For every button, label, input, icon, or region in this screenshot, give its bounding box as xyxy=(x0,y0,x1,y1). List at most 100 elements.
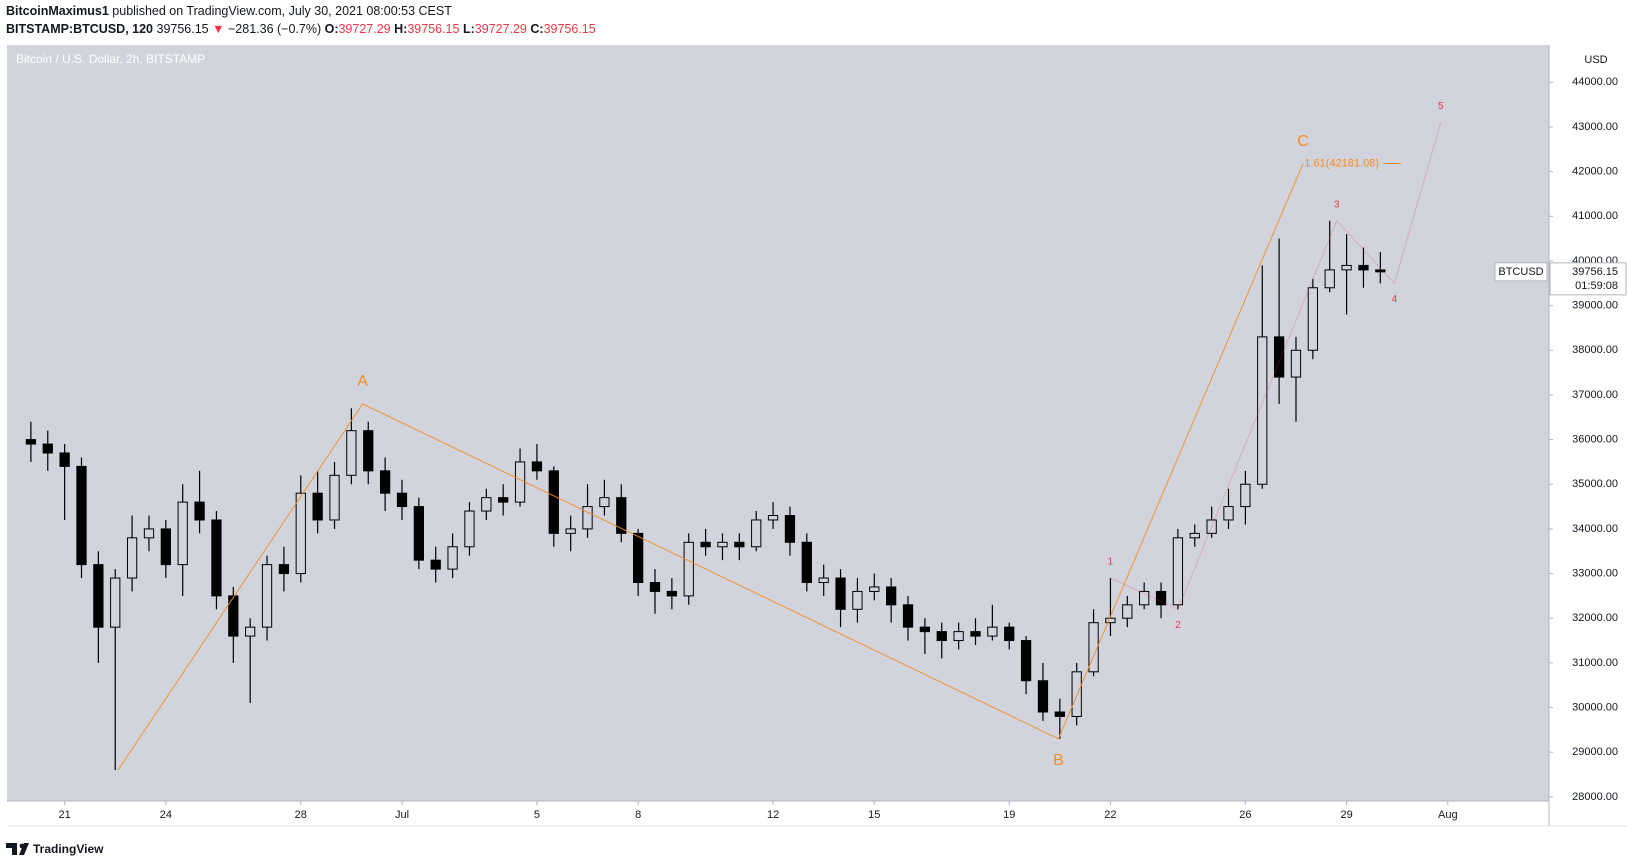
candle-body xyxy=(599,497,610,508)
candle-body xyxy=(93,564,104,628)
wave-label: 4 xyxy=(1392,294,1398,305)
candle-body xyxy=(784,515,796,543)
candle-body xyxy=(143,528,155,539)
candle-body xyxy=(1172,537,1184,606)
candle-body xyxy=(126,537,138,579)
candle-body xyxy=(632,532,644,583)
x-tick-label: 21 xyxy=(59,809,71,821)
candle-body xyxy=(514,461,526,503)
candle-body xyxy=(717,541,728,548)
arrow: ▼ xyxy=(212,22,224,36)
candle-body xyxy=(329,474,340,521)
candle-body xyxy=(42,443,53,454)
candle-body xyxy=(1307,287,1318,351)
x-tick-label: 12 xyxy=(767,809,779,821)
wave-line xyxy=(117,163,1304,771)
ohlc-key: L: xyxy=(463,22,475,36)
y-tick-label: 33000.00 xyxy=(1572,567,1618,579)
candle-body xyxy=(481,497,492,512)
x-tick-label: Aug xyxy=(1438,809,1458,821)
wave-label: 5 xyxy=(1438,101,1444,112)
candle-body xyxy=(565,528,576,534)
x-tick-label: 15 xyxy=(868,809,880,821)
candle-body xyxy=(616,497,627,534)
candle-body xyxy=(278,564,290,575)
candle-body xyxy=(1223,506,1234,521)
candle-body xyxy=(396,492,408,508)
x-tick-label: 24 xyxy=(160,809,172,821)
x-tick-label: Jul xyxy=(395,809,409,821)
ohlc-key: H: xyxy=(394,22,407,36)
ohlc-value: 39727.29 xyxy=(475,22,527,36)
candle-body xyxy=(1004,626,1015,642)
last-price: 39756.15 xyxy=(1572,266,1618,278)
plot-area xyxy=(7,45,1549,801)
last-price-box xyxy=(1549,262,1627,296)
candle-body xyxy=(767,515,779,521)
footer-logo: TradingView xyxy=(6,842,104,856)
candle-body xyxy=(245,626,256,637)
ohlc-value: 39756.15 xyxy=(544,22,596,36)
candle-body xyxy=(1206,519,1217,534)
x-tick-label: 29 xyxy=(1340,809,1352,821)
symbol-line: BITSTAMP:BTCUSD, 120 39756.15 ▼ −281.36 … xyxy=(6,22,596,36)
ohlc-value: 39727.29 xyxy=(338,22,390,36)
candle-body xyxy=(228,595,239,637)
author-line: BitcoinMaximus1 published on TradingView… xyxy=(6,4,452,18)
candle-body xyxy=(25,439,37,445)
ohlc-value: 39756.15 xyxy=(407,22,459,36)
candle-body xyxy=(346,430,357,476)
y-tick-label: 35000.00 xyxy=(1572,478,1618,490)
author: BitcoinMaximus1 xyxy=(6,4,109,18)
candle-body xyxy=(1155,590,1167,606)
candle-body xyxy=(666,590,678,597)
logo-dot xyxy=(19,843,25,849)
candle-body xyxy=(59,452,70,467)
x-tick-label: 5 xyxy=(534,809,540,821)
candle-body xyxy=(818,577,829,583)
candle-body xyxy=(177,501,188,566)
y-tick-label: 43000.00 xyxy=(1572,121,1618,133)
y-tick-label: 32000.00 xyxy=(1572,612,1618,624)
candle-body xyxy=(1122,604,1133,619)
candle-body xyxy=(1375,269,1386,273)
candle-body xyxy=(194,501,205,521)
candle-body xyxy=(683,541,694,597)
candle-body xyxy=(1139,590,1150,606)
candle-body xyxy=(700,541,711,548)
candle-body xyxy=(447,546,458,570)
symbol: BITSTAMP:BTCUSD, 120 xyxy=(6,22,153,36)
candle-body xyxy=(919,626,931,633)
candle-body xyxy=(1054,711,1065,717)
change: −281.36 (−0.7%) xyxy=(228,22,321,36)
candle-body xyxy=(211,519,222,597)
ohlc-key: O: xyxy=(325,22,339,36)
candle-body xyxy=(1088,622,1099,673)
candle-body xyxy=(1105,617,1116,624)
countdown: 01:59:08 xyxy=(1575,280,1618,292)
x-tick-label: 22 xyxy=(1104,809,1116,821)
wave-label: 1 xyxy=(1108,557,1114,568)
wave-label: 2 xyxy=(1175,620,1181,631)
wave-label: B xyxy=(1053,752,1064,769)
candle-body xyxy=(110,577,121,628)
candle-body xyxy=(987,626,998,637)
candle-body xyxy=(312,492,323,521)
published: published on TradingView.com, July 30, 2… xyxy=(112,4,452,18)
candle-body xyxy=(1341,264,1352,271)
candle-body xyxy=(801,541,812,583)
candle-body xyxy=(1257,336,1268,485)
candle-body xyxy=(76,465,87,566)
wave-label: C xyxy=(1297,133,1309,150)
candle-body xyxy=(582,506,593,530)
y-tick-label: 39000.00 xyxy=(1572,300,1618,312)
candle-body xyxy=(413,506,424,561)
x-tick-label: 26 xyxy=(1239,809,1251,821)
candle-body xyxy=(936,631,947,642)
y-tick-label: 44000.00 xyxy=(1572,76,1618,88)
axis-unit: USD xyxy=(1584,54,1607,66)
y-tick-label: 28000.00 xyxy=(1572,791,1618,803)
wave-line xyxy=(1110,122,1442,610)
symbol-tag-box xyxy=(1494,262,1548,282)
